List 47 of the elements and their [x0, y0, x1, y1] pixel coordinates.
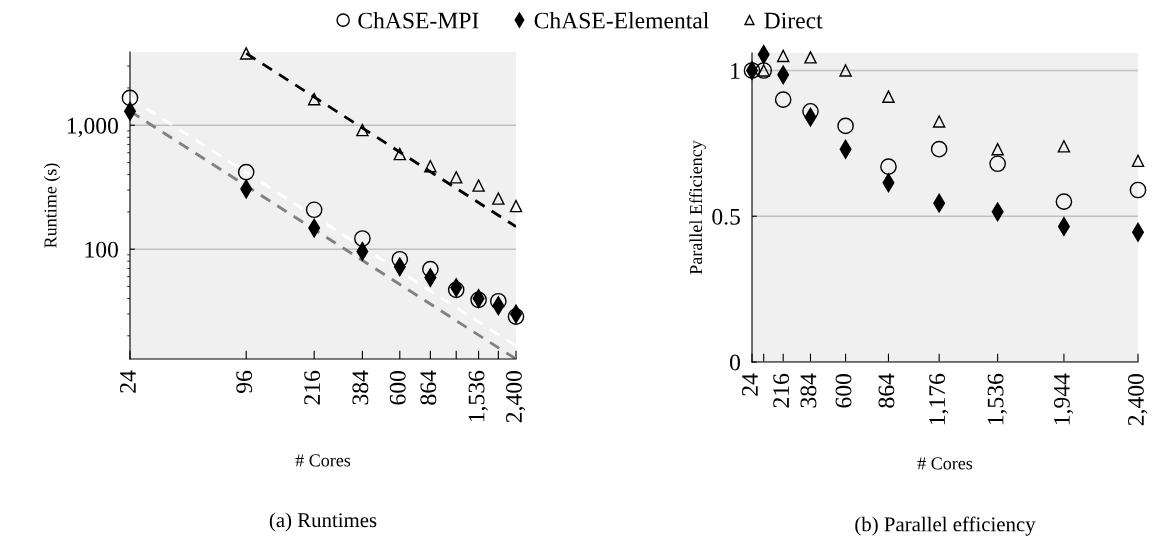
point: [776, 49, 790, 63]
x-tick-label: 2,400: [505, 371, 526, 423]
x-tick-label: 384: [800, 373, 817, 408]
point: [991, 142, 1004, 156]
text: (b) Parallel efficiency: [855, 516, 1036, 536]
x-tick-label: 864: [420, 370, 437, 405]
x-tick-label: 384: [352, 370, 369, 405]
x-axis-title: # Cores: [917, 457, 973, 470]
point: [1131, 154, 1145, 168]
x-tick-label: 2,400: [1127, 374, 1148, 426]
point: [930, 140, 948, 158]
x-tick-label: 1,944: [1053, 373, 1074, 425]
point: [1055, 193, 1073, 211]
y-tick-label: 1: [731, 63, 740, 79]
y-axis-title: Runtime (s): [43, 163, 61, 248]
point: [804, 51, 817, 64]
point: [837, 117, 854, 135]
y-tick-label: 0.5: [712, 208, 740, 225]
y-tick-label: 1,000: [67, 117, 118, 138]
x-tick-label: 1,536: [468, 370, 488, 422]
x-tick-label: 216: [304, 370, 321, 405]
legend-label: Direct: [764, 12, 823, 29]
point: [1129, 181, 1147, 199]
point: [880, 158, 897, 176]
y-tick-label: 0: [729, 354, 740, 371]
x-axis-title: # Cores: [295, 454, 351, 467]
x-tick-label: 1,176: [929, 373, 949, 425]
y-tick-label: 100: [85, 241, 118, 258]
point: [839, 64, 852, 77]
point: [774, 91, 792, 108]
point: [989, 155, 1006, 173]
point: [882, 90, 895, 103]
x-tick-label: 1,536: [987, 373, 1007, 425]
x-tick-label: 600: [389, 371, 406, 405]
x-tick-label: 600: [835, 374, 852, 408]
point: [1057, 140, 1071, 153]
x-tick-label: 96: [236, 370, 253, 393]
y-axis-title: Parallel Efficiency: [689, 140, 706, 275]
text: (a) Runtimes: [269, 512, 377, 532]
point: [932, 115, 946, 128]
point: [802, 102, 819, 120]
x-tick-label: 864: [878, 373, 895, 408]
x-tick-label: 24: [742, 373, 758, 396]
legend-label: ChASE-Elemental: [534, 11, 709, 29]
x-tick-label: 24: [120, 370, 136, 393]
x-tick-label: 216: [773, 373, 790, 408]
legend-label: ChASE-MPI: [358, 11, 479, 29]
